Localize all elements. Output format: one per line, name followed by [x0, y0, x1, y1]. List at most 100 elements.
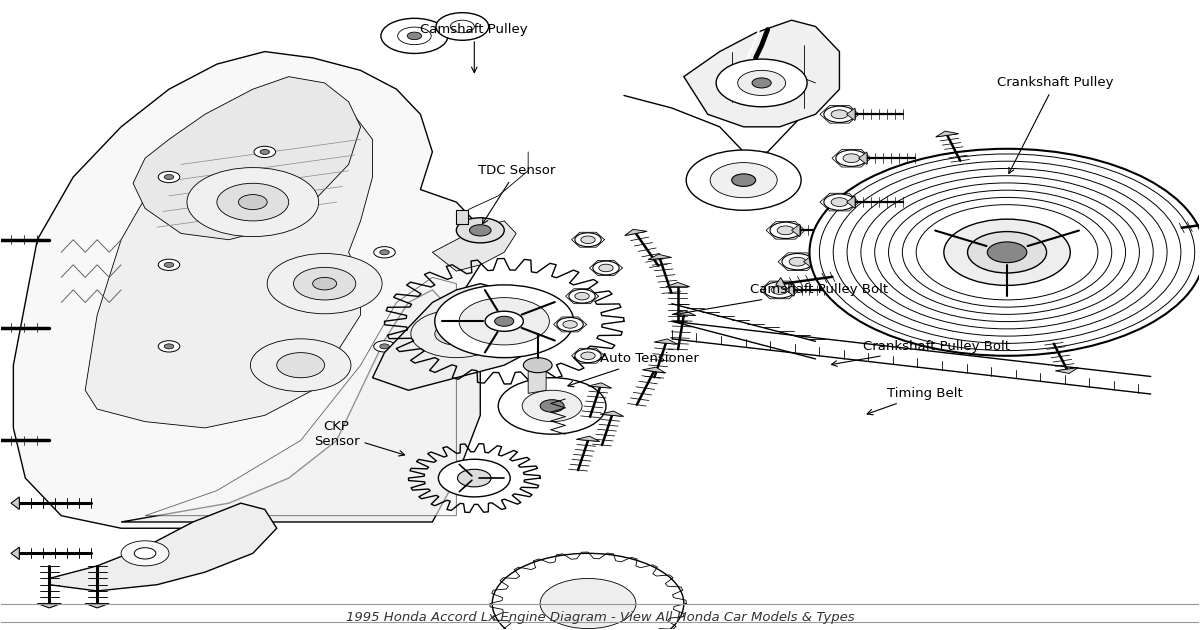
Circle shape [575, 292, 589, 300]
Circle shape [134, 547, 156, 559]
Circle shape [575, 349, 601, 363]
Circle shape [436, 13, 488, 40]
Circle shape [434, 323, 478, 345]
Polygon shape [792, 224, 800, 237]
Circle shape [254, 146, 276, 158]
Text: CKP
Sensor: CKP Sensor [313, 420, 404, 456]
Polygon shape [786, 284, 794, 296]
Circle shape [158, 171, 180, 183]
Polygon shape [720, 152, 780, 196]
Polygon shape [859, 152, 866, 164]
Polygon shape [625, 229, 647, 236]
Circle shape [379, 344, 389, 349]
Circle shape [599, 264, 613, 272]
Circle shape [764, 282, 796, 298]
Polygon shape [804, 255, 812, 268]
Circle shape [832, 198, 848, 207]
Polygon shape [528, 365, 546, 393]
Circle shape [379, 249, 389, 255]
Polygon shape [121, 290, 480, 522]
Polygon shape [13, 52, 480, 529]
Text: Camshaft Pulley: Camshaft Pulley [420, 23, 528, 72]
Text: Crankshaft Pulley Bolt: Crankshaft Pulley Bolt [832, 340, 1010, 366]
Polygon shape [85, 83, 372, 428]
Circle shape [373, 341, 395, 352]
Polygon shape [684, 20, 840, 127]
Text: Timing Belt: Timing Belt [868, 387, 964, 415]
Text: Auto Tensioner: Auto Tensioner [568, 352, 698, 387]
Circle shape [824, 194, 856, 210]
Polygon shape [642, 367, 666, 373]
Circle shape [164, 344, 174, 349]
Polygon shape [49, 503, 277, 591]
Circle shape [457, 469, 491, 487]
Circle shape [158, 259, 180, 270]
Polygon shape [847, 108, 856, 120]
Circle shape [407, 32, 421, 40]
Circle shape [494, 316, 514, 326]
Circle shape [770, 222, 802, 239]
Circle shape [187, 168, 319, 237]
Circle shape [217, 183, 289, 221]
Text: TDC Sensor: TDC Sensor [478, 164, 554, 224]
Polygon shape [372, 284, 540, 390]
Polygon shape [654, 339, 678, 345]
Circle shape [581, 352, 595, 360]
Circle shape [456, 218, 504, 243]
Polygon shape [672, 311, 696, 316]
Text: Crankshaft Pulley: Crankshaft Pulley [997, 76, 1114, 173]
Circle shape [410, 310, 502, 358]
Circle shape [778, 226, 794, 235]
Circle shape [832, 110, 848, 118]
Circle shape [563, 321, 577, 328]
Circle shape [716, 59, 808, 106]
Polygon shape [936, 131, 959, 137]
Polygon shape [85, 604, 109, 608]
Circle shape [450, 20, 474, 33]
Circle shape [844, 154, 859, 163]
Text: 1995 Honda Accord Lx Engine Diagram - View All Honda Car Models & Types: 1995 Honda Accord Lx Engine Diagram - Vi… [346, 611, 854, 624]
Circle shape [686, 150, 802, 210]
Circle shape [438, 459, 510, 497]
Polygon shape [588, 383, 612, 388]
Circle shape [557, 318, 583, 331]
Polygon shape [775, 278, 787, 290]
Circle shape [540, 578, 636, 629]
Polygon shape [847, 196, 856, 209]
Polygon shape [11, 547, 19, 559]
Circle shape [732, 174, 756, 186]
Circle shape [772, 285, 788, 294]
Circle shape [268, 253, 382, 314]
Circle shape [121, 541, 169, 566]
Polygon shape [11, 497, 19, 510]
Polygon shape [648, 255, 672, 260]
Circle shape [569, 289, 595, 303]
Polygon shape [456, 210, 468, 224]
Circle shape [752, 78, 772, 88]
Circle shape [581, 236, 595, 244]
Circle shape [988, 242, 1027, 263]
Polygon shape [600, 411, 624, 416]
Circle shape [485, 311, 523, 331]
Circle shape [540, 399, 564, 412]
Circle shape [575, 233, 601, 246]
Polygon shape [432, 221, 516, 271]
Polygon shape [133, 77, 360, 240]
Circle shape [313, 277, 337, 290]
Polygon shape [1055, 367, 1079, 374]
Polygon shape [37, 604, 61, 608]
Circle shape [967, 232, 1046, 273]
Circle shape [251, 339, 350, 391]
Circle shape [593, 261, 619, 275]
Circle shape [836, 150, 866, 166]
Circle shape [790, 257, 806, 266]
Circle shape [397, 27, 431, 45]
Circle shape [469, 225, 491, 236]
Circle shape [944, 219, 1070, 285]
Circle shape [522, 390, 582, 421]
Circle shape [239, 195, 268, 210]
Circle shape [158, 341, 180, 352]
Circle shape [373, 246, 395, 258]
Circle shape [824, 106, 856, 122]
Polygon shape [576, 436, 600, 442]
